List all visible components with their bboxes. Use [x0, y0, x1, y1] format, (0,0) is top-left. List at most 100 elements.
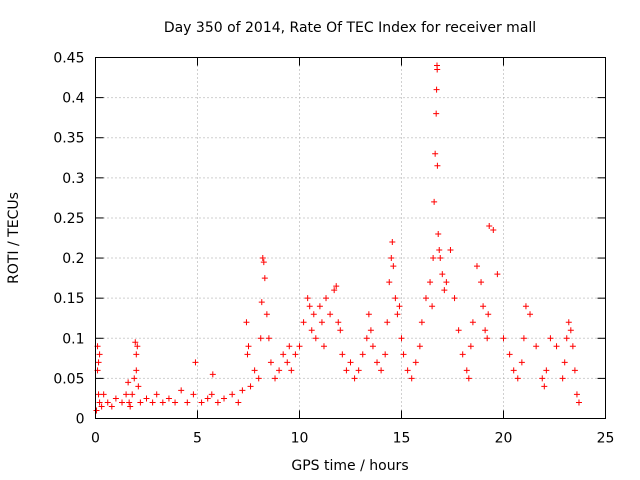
roti-point: [439, 271, 446, 278]
x-axis-label: GPS time / hours: [291, 458, 408, 474]
roti-point: [378, 367, 385, 374]
roti-point: [463, 367, 470, 374]
roti-point: [308, 327, 315, 334]
roti-point: [490, 226, 497, 233]
roti-point: [390, 263, 397, 270]
roti-point: [388, 255, 395, 262]
roti-point: [575, 399, 582, 406]
roti-point: [119, 399, 126, 406]
roti-point: [398, 335, 405, 342]
roti-point: [239, 387, 246, 394]
y-tick-label: 0.35: [53, 131, 84, 147]
roti-point: [245, 343, 252, 350]
roti-point: [263, 311, 270, 318]
roti-point: [159, 399, 166, 406]
roti-point: [359, 351, 366, 358]
roti-point: [143, 395, 150, 402]
roti-point: [365, 311, 372, 318]
roti-point: [286, 343, 293, 350]
roti-point: [374, 359, 381, 366]
roti-point: [547, 335, 554, 342]
roti-point: [494, 271, 501, 278]
roti-point: [93, 407, 100, 414]
roti-point: [320, 343, 327, 350]
roti-point: [386, 279, 393, 286]
roti-point: [258, 299, 265, 306]
roti-point: [571, 367, 578, 374]
roti-point: [369, 343, 376, 350]
roti-point: [134, 343, 141, 350]
roti-point: [451, 295, 458, 302]
chart-title: Day 350 of 2014, Rate Of TEC Index for r…: [164, 20, 536, 36]
y-tick-label: 0: [76, 412, 85, 428]
roti-point: [400, 351, 407, 358]
roti-point: [100, 391, 107, 398]
roti-point: [520, 335, 527, 342]
roti-point: [382, 351, 389, 358]
roti-point: [518, 359, 525, 366]
roti-point: [522, 303, 529, 310]
roti-point: [434, 66, 441, 73]
roti-point: [363, 335, 370, 342]
roti-point: [284, 359, 291, 366]
roti-point: [244, 351, 251, 358]
y-tick-label: 0.3: [62, 171, 84, 187]
x-tick-label: 25: [597, 431, 615, 447]
roti-point: [533, 343, 540, 350]
roti-point: [396, 303, 403, 310]
roti-point: [312, 335, 319, 342]
x-tick-label: 20: [495, 431, 513, 447]
roti-point: [455, 327, 462, 334]
roti-point: [392, 295, 399, 302]
roti-point: [261, 275, 268, 282]
roti-point: [351, 375, 358, 382]
tick-layer: 0 0.05 0.1 0.15 0.2 0.25 0.3 0.35 0.4 0.45 0 5 10 15 2…: [53, 51, 614, 447]
roti-point: [416, 343, 423, 350]
roti-point: [316, 303, 323, 310]
x-tick-label: 15: [393, 431, 411, 447]
roti-point: [247, 383, 254, 390]
roti-point: [98, 403, 105, 410]
roti-point: [296, 343, 303, 350]
roti-point: [337, 327, 344, 334]
roti-point: [469, 319, 476, 326]
y-tick-label: 0.1: [62, 331, 84, 347]
roti-point: [541, 383, 548, 390]
roti-point: [112, 395, 119, 402]
roti-point: [467, 343, 474, 350]
roti-point: [306, 303, 313, 310]
roti-point: [149, 399, 156, 406]
y-axis-label: ROTI / TECUs: [6, 192, 22, 284]
roti-point: [569, 343, 576, 350]
roti-point: [310, 311, 317, 318]
roti-point: [131, 375, 138, 382]
roti-point: [465, 375, 472, 382]
roti-point: [573, 391, 580, 398]
roti-point: [192, 359, 199, 366]
roti-point: [260, 259, 267, 266]
roti-point: [561, 359, 568, 366]
roti-point: [178, 387, 185, 394]
roti-point: [567, 327, 574, 334]
roti-point: [331, 287, 338, 294]
roti-point: [347, 359, 354, 366]
roti-point: [484, 335, 491, 342]
x-tick-label: 0: [91, 431, 100, 447]
roti-point: [427, 279, 434, 286]
roti-point: [437, 255, 444, 262]
roti-point: [429, 303, 436, 310]
roti-point: [137, 399, 144, 406]
roti-point: [430, 255, 437, 262]
roti-point: [510, 367, 517, 374]
roti-point: [184, 399, 191, 406]
roti-point: [272, 375, 279, 382]
roti-point: [333, 283, 340, 290]
roti-point: [367, 327, 374, 334]
roti-point: [506, 351, 513, 358]
roti-point: [434, 162, 441, 169]
roti-point: [108, 403, 115, 410]
y-tick-label: 0.4: [62, 91, 84, 107]
roti-point: [335, 319, 342, 326]
roti-point: [292, 351, 299, 358]
